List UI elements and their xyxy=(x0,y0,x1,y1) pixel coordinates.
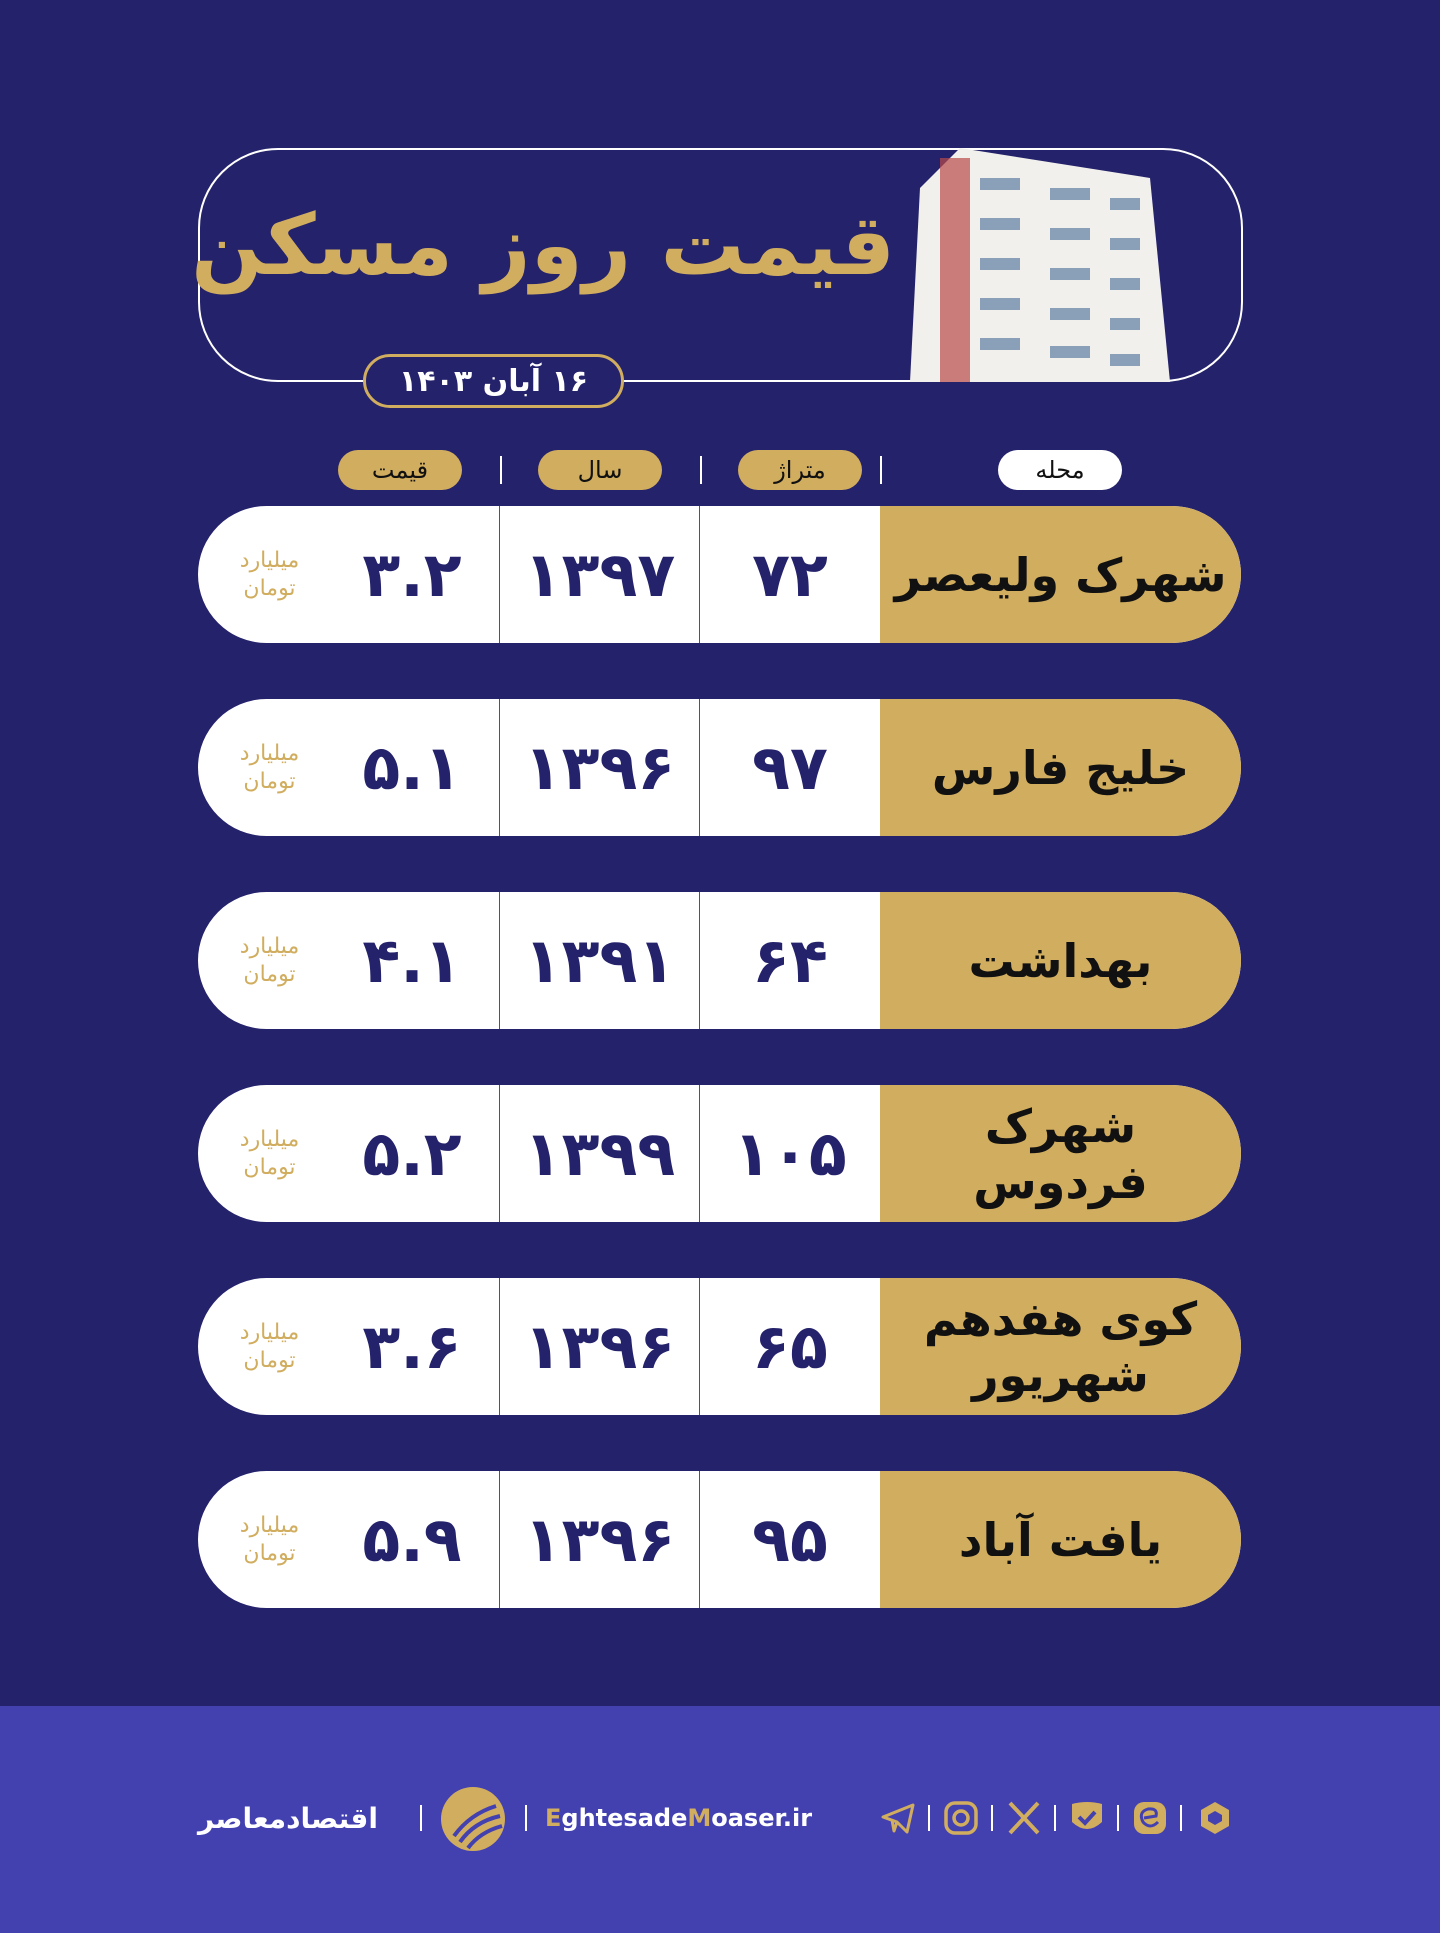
table-row: میلیارد تومان ۳.۶ ۱۳۹۶ ۶۵ کوی هفدهم شهریو… xyxy=(198,1278,1241,1415)
year-cell: ۱۳۹۶ xyxy=(500,1278,700,1415)
divider xyxy=(880,456,882,484)
divider xyxy=(500,456,502,484)
unit-label: میلیارد تومان xyxy=(198,1278,325,1415)
column-header-year: سال xyxy=(538,450,662,490)
column-header-neighborhood: محله xyxy=(998,450,1122,490)
divider xyxy=(420,1805,422,1831)
brand-logo-icon xyxy=(441,1787,505,1851)
year-cell: ۱۳۹۱ xyxy=(500,892,700,1029)
area-cell: ۹۵ xyxy=(752,1503,828,1576)
area-cell: ۶۴ xyxy=(752,924,828,997)
divider xyxy=(991,1805,993,1831)
header-frame xyxy=(198,148,1243,382)
table-row: میلیارد تومان ۳.۲ ۱۳۹۷ ۷۲ شهرک ولیعصر xyxy=(198,506,1241,643)
footer xyxy=(0,1706,1440,1933)
neighborhood-cell: خلیج فارس xyxy=(880,699,1241,836)
date-badge: ۱۶ آبان ۱۴۰۳ xyxy=(363,354,624,408)
divider xyxy=(525,1805,527,1831)
price-cell: ۳.۶ xyxy=(325,1278,500,1415)
unit-label: میلیارد تومان xyxy=(198,1471,325,1608)
neighborhood-cell: یافت آباد xyxy=(880,1471,1241,1608)
unit-line1: میلیارد xyxy=(239,548,300,573)
table-row: میلیارد تومان ۵.۹ ۱۳۹۶ ۹۵ یافت آباد xyxy=(198,1471,1241,1608)
unit-line2: تومان xyxy=(243,1154,296,1180)
area-cell: ۷۲ xyxy=(752,538,828,611)
eitaa-icon[interactable] xyxy=(1132,1800,1168,1836)
price-cell: ۵.۱ xyxy=(325,699,500,836)
divider xyxy=(700,456,702,484)
price-cell: ۴.۱ xyxy=(325,892,500,1029)
price-cell: ۳.۲ xyxy=(325,506,500,643)
year-cell: ۱۳۹۷ xyxy=(500,506,700,643)
unit-line2: تومان xyxy=(243,1540,296,1566)
instagram-icon[interactable] xyxy=(943,1800,979,1836)
table-row: میلیارد تومان ۵.۱ ۱۳۹۶ ۹۷ خلیج فارس xyxy=(198,699,1241,836)
unit-line1: میلیارد xyxy=(239,1320,300,1345)
divider xyxy=(1117,1805,1119,1831)
column-header-price: قیمت xyxy=(338,450,462,490)
building-image xyxy=(910,148,1170,382)
neighborhood-cell: شهرک فردوس xyxy=(880,1085,1241,1222)
unit-line2: تومان xyxy=(243,575,296,601)
unit-label: میلیارد تومان xyxy=(198,506,325,643)
neighborhood-cell: شهرک ولیعصر xyxy=(880,506,1241,643)
page-title: قیمت روز مسکن xyxy=(191,196,895,294)
price-cell: ۵.۲ xyxy=(325,1085,500,1222)
neighborhood-cell: بهداشت xyxy=(880,892,1241,1029)
unit-line1: میلیارد xyxy=(239,741,300,766)
website-link-part[interactable]: E xyxy=(545,1804,562,1832)
neighborhood-cell: کوی هفدهم شهریور xyxy=(880,1278,1241,1415)
website-link-part[interactable]: M xyxy=(687,1804,712,1832)
price-cell: ۵.۹ xyxy=(325,1471,500,1608)
website-link-part[interactable]: ghtesade xyxy=(561,1804,688,1832)
year-cell: ۱۳۹۶ xyxy=(500,699,700,836)
divider xyxy=(1054,1805,1056,1831)
rubika-icon[interactable] xyxy=(1197,1800,1233,1836)
area-cell: ۹۷ xyxy=(752,731,828,804)
telegram-icon[interactable] xyxy=(880,1800,916,1836)
unit-label: میلیارد تومان xyxy=(198,699,325,836)
area-cell: ۶۵ xyxy=(752,1310,828,1383)
divider xyxy=(928,1805,930,1831)
column-header-area: متراژ xyxy=(738,450,862,490)
year-cell: ۱۳۹۶ xyxy=(500,1471,700,1608)
area-cell: ۱۰۵ xyxy=(733,1117,847,1190)
unit-line1: میلیارد xyxy=(239,934,300,959)
unit-label: میلیارد تومان xyxy=(198,892,325,1029)
unit-line2: تومان xyxy=(243,1347,296,1373)
unit-label: میلیارد تومان xyxy=(198,1085,325,1222)
website-link-part[interactable]: oaser.ir xyxy=(711,1804,813,1832)
table-row: میلیارد تومان ۵.۲ ۱۳۹۹ ۱۰۵ شهرک فردوس xyxy=(198,1085,1241,1222)
year-cell: ۱۳۹۹ xyxy=(500,1085,700,1222)
unit-line1: میلیارد xyxy=(239,1513,300,1538)
table-row: میلیارد تومان ۴.۱ ۱۳۹۱ ۶۴ بهداشت xyxy=(198,892,1241,1029)
brand-name: اقتصادمعاصر xyxy=(198,1801,378,1835)
verified-icon[interactable] xyxy=(1069,1800,1105,1836)
divider xyxy=(1180,1805,1182,1831)
unit-line2: تومان xyxy=(243,768,296,794)
x-icon[interactable] xyxy=(1006,1800,1042,1836)
unit-line1: میلیارد xyxy=(239,1127,300,1152)
unit-line2: تومان xyxy=(243,961,296,987)
